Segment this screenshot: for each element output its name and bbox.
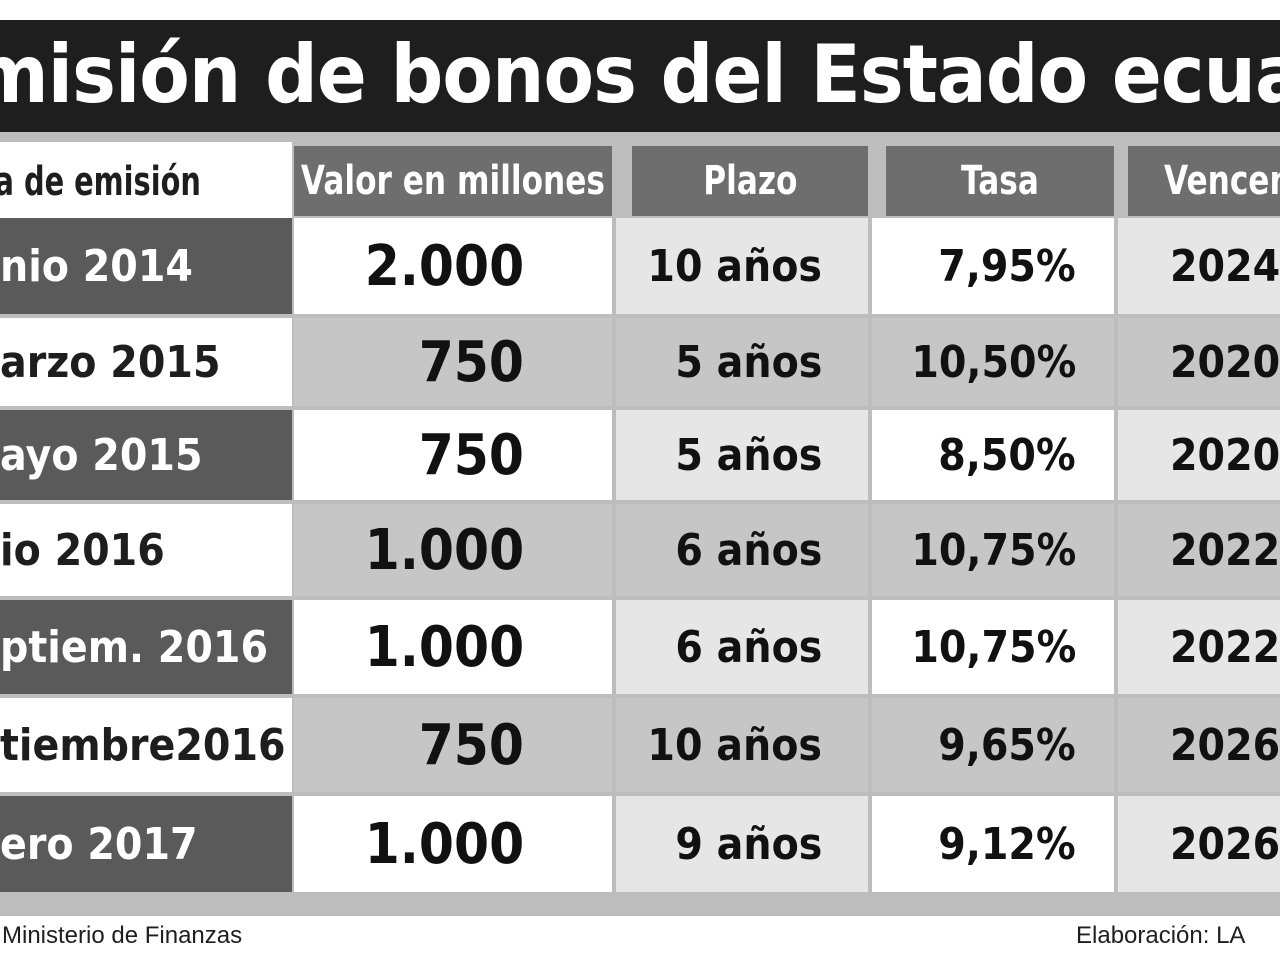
cell-fecha: io 2016 [0,504,292,596]
page-title: misión de bonos del Estado ecuatoriano [0,28,1280,121]
cell-fecha: tiembre2016 [0,698,292,792]
header-valor: Valor en millones [294,146,612,216]
cell-fecha: nio 2014 [0,218,292,314]
cell-valor: 1.000 [294,504,612,596]
cell-tasa: 10,75% [872,600,1114,694]
cell-vencimiento: 2022 [1118,600,1280,694]
cell-vencimiento: 2022 [1118,504,1280,596]
cell-valor: 1.000 [294,796,612,892]
cell-tasa: 9,65% [872,698,1114,792]
cell-valor: 750 [294,410,612,500]
title-bar: misión de bonos del Estado ecuatoriano [0,20,1280,132]
cell-plazo: 5 años [616,318,868,406]
credit-note: Elaboración: LA [1076,922,1246,949]
cell-fecha: ptiem. 2016 [0,600,292,694]
cell-valor: 750 [294,698,612,792]
cell-valor: 1.000 [294,600,612,694]
cell-plazo: 6 años [616,600,868,694]
cell-tasa: 8,50% [872,410,1114,500]
cell-vencimiento: 2020 [1118,318,1280,406]
cell-tasa: 10,75% [872,504,1114,596]
header-tasa: Tasa [886,146,1114,216]
cell-plazo: 10 años [616,698,868,792]
cell-fecha: arzo 2015 [0,318,292,406]
bond-table: ha de emisión Valor en millones Plazo Ta… [0,132,1280,916]
cell-plazo: 9 años [616,796,868,892]
cell-valor: 750 [294,318,612,406]
header-vencimiento: Vencem [1128,146,1280,216]
cell-plazo: 10 años [616,218,868,314]
cell-plazo: 5 años [616,410,868,500]
cell-vencimiento: 2026 [1118,698,1280,792]
cell-tasa: 10,50% [872,318,1114,406]
header-plazo: Plazo [632,146,868,216]
cell-tasa: 9,12% [872,796,1114,892]
cell-plazo: 6 años [616,504,868,596]
cell-valor: 2.000 [294,218,612,314]
cell-vencimiento: 2020 [1118,410,1280,500]
cell-vencimiento: 2026 [1118,796,1280,892]
header-fecha: ha de emisión [0,142,292,222]
cell-fecha: ero 2017 [0,796,292,892]
cell-tasa: 7,95% [872,218,1114,314]
cell-fecha: ayo 2015 [0,410,292,500]
source-note: Ministerio de Finanzas [2,922,243,949]
cell-vencimiento: 2024 [1118,218,1280,314]
